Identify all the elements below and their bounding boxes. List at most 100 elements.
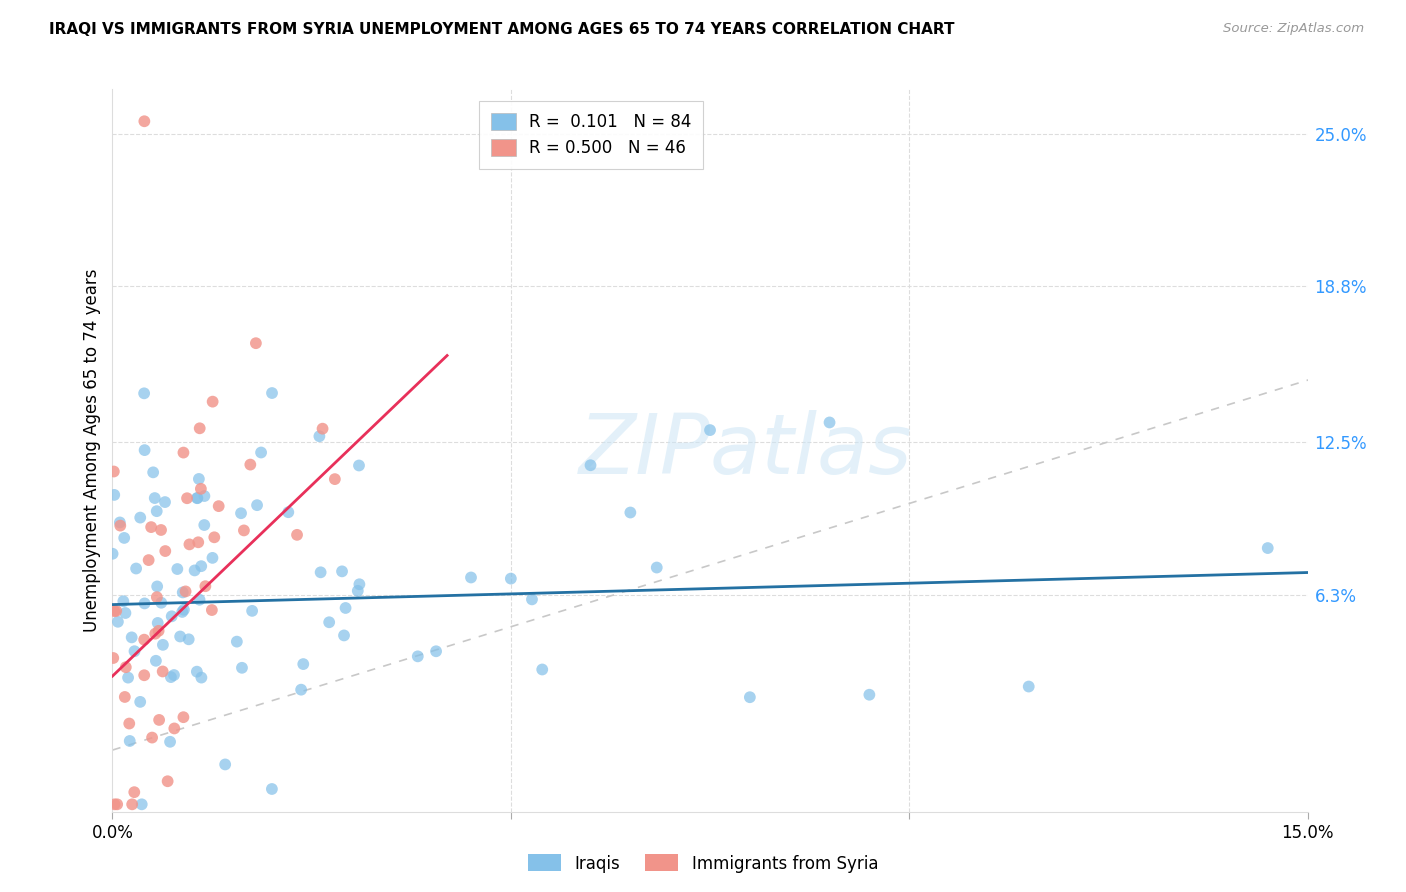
Point: [173, 603, 195, 617]
Point: [125, 561, 148, 575]
Point: [277, 505, 299, 519]
Point: [129, 695, 152, 709]
Point: [142, 466, 165, 480]
Point: [738, 690, 761, 705]
Point: [318, 615, 340, 630]
Point: [145, 504, 167, 518]
Point: [349, 577, 371, 591]
Point: [311, 422, 333, 436]
Point: [131, 797, 153, 812]
Point: [406, 649, 429, 664]
Point: [1257, 541, 1279, 555]
Legend: R =  0.101   N = 84, R = 0.500   N = 46: R = 0.101 N = 84, R = 0.500 N = 46: [479, 101, 703, 169]
Point: [103, 651, 125, 665]
Point: [202, 530, 225, 544]
Point: [323, 472, 346, 486]
Point: [858, 688, 880, 702]
Point: [117, 671, 139, 685]
Point: [645, 560, 668, 574]
Point: [186, 665, 208, 679]
Point: [103, 797, 125, 812]
Point: [105, 797, 128, 812]
Point: [499, 572, 522, 586]
Point: [114, 606, 136, 620]
Point: [112, 594, 135, 608]
Point: [188, 421, 211, 435]
Point: [156, 774, 179, 789]
Point: [292, 657, 315, 671]
Point: [187, 472, 209, 486]
Point: [425, 644, 447, 658]
Point: [619, 506, 641, 520]
Point: [188, 592, 211, 607]
Point: [143, 491, 166, 505]
Point: [118, 734, 141, 748]
Point: [208, 499, 231, 513]
Point: [579, 458, 602, 473]
Point: [190, 671, 212, 685]
Point: [179, 537, 201, 551]
Point: [229, 506, 252, 520]
Point: [201, 603, 224, 617]
Point: [103, 488, 125, 502]
Point: [335, 601, 357, 615]
Point: [174, 584, 197, 599]
Point: [146, 615, 169, 630]
Point: [193, 489, 215, 503]
Point: [105, 604, 128, 618]
Point: [172, 585, 194, 599]
Point: [1018, 680, 1040, 694]
Point: [193, 518, 215, 533]
Point: [121, 631, 143, 645]
Point: [118, 716, 141, 731]
Point: [186, 491, 208, 506]
Point: [172, 710, 194, 724]
Point: [148, 624, 170, 638]
Point: [101, 547, 124, 561]
Point: [231, 661, 253, 675]
Point: [145, 654, 167, 668]
Point: [150, 596, 173, 610]
Point: [285, 528, 308, 542]
Point: [134, 386, 156, 401]
Point: [346, 583, 368, 598]
Legend: Iraqis, Immigrants from Syria: Iraqis, Immigrants from Syria: [522, 847, 884, 880]
Point: [201, 394, 224, 409]
Point: [347, 458, 370, 473]
Point: [290, 682, 312, 697]
Point: [172, 605, 194, 619]
Point: [201, 550, 224, 565]
Point: [160, 609, 183, 624]
Point: [114, 690, 136, 704]
Point: [134, 632, 156, 647]
Point: [138, 553, 160, 567]
Point: [134, 668, 156, 682]
Point: [153, 495, 176, 509]
Point: [124, 644, 146, 658]
Point: [103, 604, 125, 618]
Point: [225, 634, 247, 648]
Point: [163, 722, 186, 736]
Point: [114, 660, 136, 674]
Point: [129, 510, 152, 524]
Point: [818, 416, 841, 430]
Point: [152, 638, 174, 652]
Point: [108, 516, 131, 530]
Point: [150, 523, 173, 537]
Point: [134, 596, 156, 610]
Point: [239, 458, 262, 472]
Point: [146, 590, 169, 604]
Point: [169, 630, 191, 644]
Point: [121, 797, 143, 812]
Point: [107, 615, 129, 629]
Point: [308, 429, 330, 443]
Point: [240, 604, 263, 618]
Point: [172, 445, 194, 459]
Point: [187, 535, 209, 549]
Point: [143, 626, 166, 640]
Point: [177, 632, 200, 647]
Text: ZIPatlas: ZIPatlas: [579, 410, 912, 491]
Point: [160, 670, 183, 684]
Point: [246, 498, 269, 512]
Point: [260, 782, 283, 797]
